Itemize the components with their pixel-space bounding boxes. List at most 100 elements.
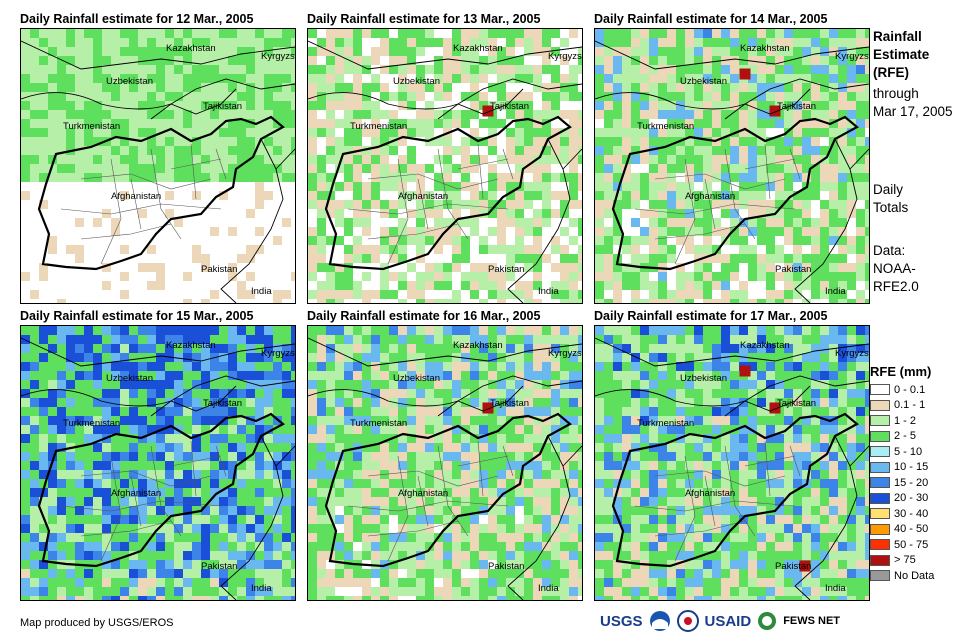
rain-cell: [515, 353, 524, 362]
rain-cell: [138, 389, 147, 398]
rain-cell: [856, 380, 865, 389]
rain-cell: [264, 110, 273, 119]
rain-cell: [129, 65, 138, 74]
rain-cell: [470, 65, 479, 74]
rain-cell: [461, 29, 470, 38]
rain-cell: [515, 155, 524, 164]
rain-cell: [282, 362, 291, 371]
rain-cell: [48, 128, 57, 137]
rain-cell: [631, 479, 640, 488]
rain-cell: [488, 65, 497, 74]
rain-cell: [578, 353, 582, 362]
rain-cell: [165, 164, 174, 173]
rain-cell: [308, 164, 317, 173]
rain-cell: [111, 128, 120, 137]
rain-cell: [237, 119, 246, 128]
rain-cell: [192, 101, 201, 110]
rain-cell: [21, 362, 30, 371]
rain-cell: [631, 47, 640, 56]
rain-cell: [685, 443, 694, 452]
rain-cell: [784, 119, 793, 128]
rain-cell: [685, 452, 694, 461]
rain-cell: [326, 146, 335, 155]
rain-cell: [793, 254, 802, 263]
rain-cell: [452, 452, 461, 461]
rain-cell: [246, 407, 255, 416]
rain-cell: [183, 101, 192, 110]
rain-cell: [228, 578, 237, 587]
rain-cell: [317, 434, 326, 443]
rain-cell: [470, 488, 479, 497]
rain-cell: [542, 389, 551, 398]
rain-cell: [129, 92, 138, 101]
rain-cell: [273, 38, 282, 47]
rain-cell: [712, 173, 721, 182]
rain-cell: [739, 137, 748, 146]
rain-cell: [604, 389, 613, 398]
rain-cell: [353, 29, 362, 38]
rain-cell: [264, 596, 273, 600]
rain-cell: [308, 227, 317, 236]
rain-cell: [425, 272, 434, 281]
rain-cell: [362, 488, 371, 497]
rain-cell: [443, 137, 452, 146]
rain-cell: [228, 389, 237, 398]
rain-cell: [748, 362, 757, 371]
rain-cell: [739, 110, 748, 119]
rain-cell: [308, 551, 317, 560]
rain-cell: [228, 101, 237, 110]
rain-cell: [353, 56, 362, 65]
rain-cell: [57, 164, 66, 173]
rain-cell: [838, 164, 847, 173]
rain-cell: [308, 335, 317, 344]
rain-cell: [488, 470, 497, 479]
rain-cell: [631, 182, 640, 191]
rain-cell: [344, 461, 353, 470]
rain-cell: [57, 578, 66, 587]
rain-cell: [273, 542, 282, 551]
rain-cell: [542, 587, 551, 596]
rain-cell: [793, 83, 802, 92]
rain-cell: [829, 92, 838, 101]
rain-cell: [210, 362, 219, 371]
province-border: [190, 143, 197, 200]
rain-cell: [183, 587, 192, 596]
rain-cell: [820, 74, 829, 83]
rain-cell: [425, 110, 434, 119]
rain-cell: [730, 443, 739, 452]
rain-cell: [497, 47, 506, 56]
rain-cell: [84, 542, 93, 551]
rain-cell: [174, 146, 183, 155]
rain-cell: [613, 182, 622, 191]
rain-cell: [335, 407, 344, 416]
rain-cell: [533, 128, 542, 137]
rain-cell: [219, 92, 228, 101]
rain-cell: [255, 497, 264, 506]
rain-cell: [264, 515, 273, 524]
rain-cell: [811, 128, 820, 137]
rain-cell: [524, 578, 533, 587]
rain-cell: [326, 587, 335, 596]
rain-cell: [461, 398, 470, 407]
rain-cell: [811, 506, 820, 515]
rain-cell: [658, 227, 667, 236]
rain-cell: [739, 254, 748, 263]
rain-cell: [793, 137, 802, 146]
rain-cell: [147, 101, 156, 110]
rain-cell: [524, 452, 533, 461]
rain-cell: [461, 506, 470, 515]
rain-cell: [443, 506, 452, 515]
rain-cell: [784, 263, 793, 272]
rain-cell: [282, 173, 291, 182]
rain-cell: [551, 506, 560, 515]
rain-cell: [595, 434, 604, 443]
rain-cell: [667, 452, 676, 461]
rain-cell: [479, 236, 488, 245]
rain-cell: [84, 29, 93, 38]
rain-cell: [192, 398, 201, 407]
rain-cell: [237, 83, 246, 92]
rain-cell: [317, 542, 326, 551]
rain-cell: [326, 155, 335, 164]
rain-cell: [829, 443, 838, 452]
rain-cell: [506, 110, 515, 119]
